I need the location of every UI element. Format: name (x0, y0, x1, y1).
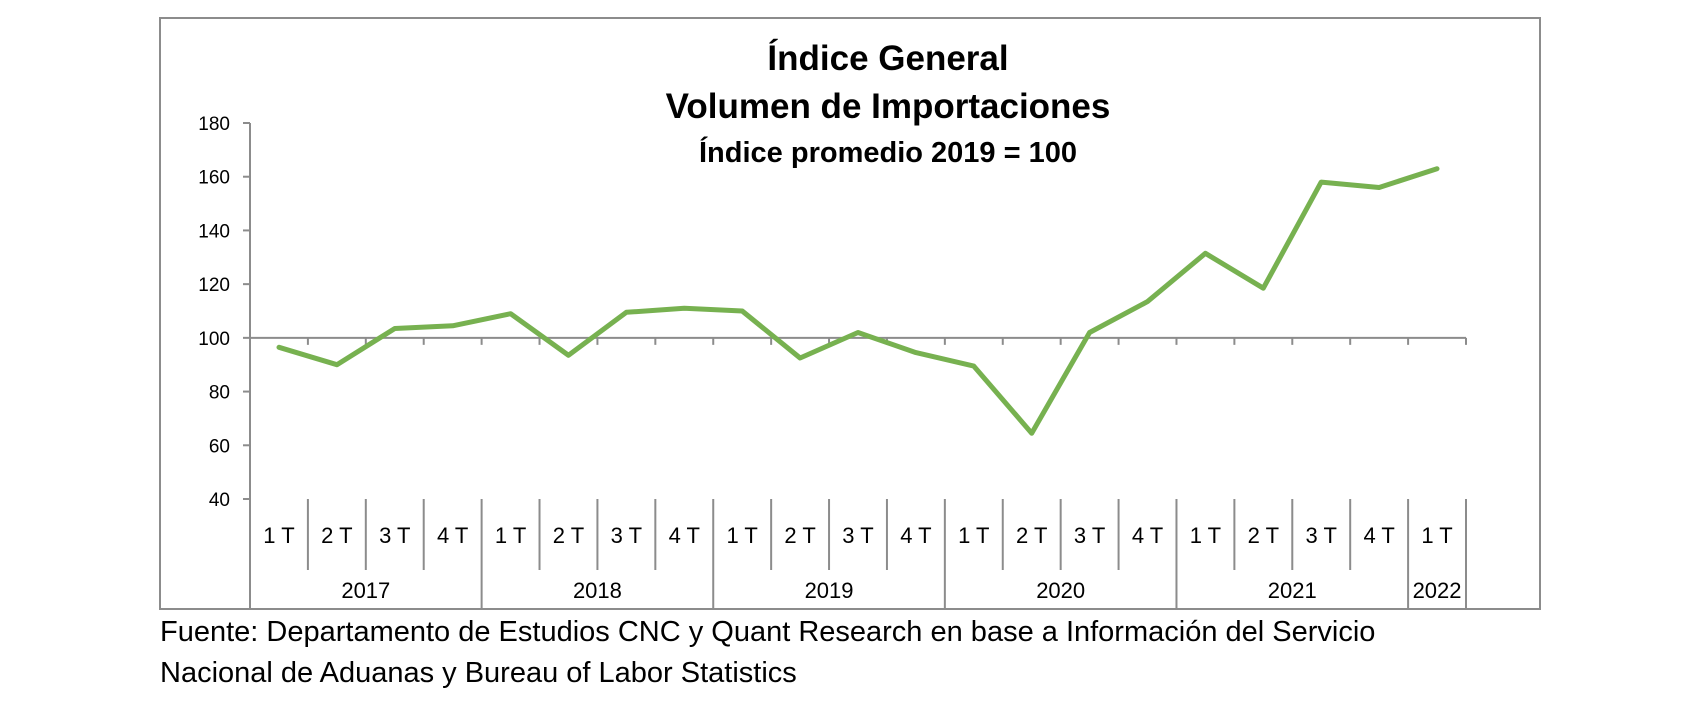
x-category-label: 2 T (1248, 523, 1279, 548)
x-category-label: 4 T (1363, 523, 1394, 548)
x-category-label: 2 T (553, 523, 584, 548)
y-tick-label: 40 (209, 490, 230, 511)
x-category-label: 4 T (1132, 523, 1163, 548)
year-label: 2021 (1268, 578, 1317, 603)
x-category-label: 1 T (1421, 523, 1452, 548)
x-category-label: 3 T (842, 523, 873, 548)
x-category-label: 4 T (437, 523, 468, 548)
x-category-label: 1 T (495, 523, 526, 548)
year-label: 2020 (1036, 578, 1085, 603)
y-tick-label: 140 (198, 221, 230, 242)
chart-subtitle: Volumen de Importaciones (666, 87, 1111, 126)
x-category-label: 3 T (611, 523, 642, 548)
y-tick-labels: 180 160 140 120 100 80 60 40 (198, 114, 230, 511)
y-tick-label: 80 (209, 383, 230, 404)
year-label: 2019 (805, 578, 854, 603)
y-tick-label: 160 (198, 168, 230, 189)
x-category-label: 3 T (1306, 523, 1337, 548)
x-category-label: 1 T (726, 523, 757, 548)
x-category-label: 2 T (321, 523, 352, 548)
x-category-label: 1 T (958, 523, 989, 548)
y-tick-label: 100 (198, 329, 230, 350)
series-line (276, 166, 1440, 436)
chart-subtitle-index: Índice promedio 2019 = 100 (699, 135, 1077, 169)
chart-frame (159, 17, 1541, 610)
x-category-label: 4 T (900, 523, 931, 548)
y-tick-label: 120 (198, 275, 230, 296)
x-category-label: 3 T (379, 523, 410, 548)
x-category-labels: 1 T 2 T 3 T 4 T 1 T 2 T 3 T 4 T 1 T 2 T 3 T 4 T 1 T 2… (263, 523, 1452, 548)
x-year-labels: 2017 2018 2019 2020 2021 2022 (341, 578, 1461, 603)
year-label: 2017 (341, 578, 390, 603)
x-category-label: 4 T (669, 523, 700, 548)
source-note: Fuente: Departamento de Estudios CNC y Q… (160, 612, 1580, 694)
series-group (276, 166, 1440, 436)
x-category-label: 1 T (1190, 523, 1221, 548)
x-category-label: 1 T (263, 523, 294, 548)
x-category-label: 2 T (1016, 523, 1047, 548)
x-category-label: 2 T (784, 523, 815, 548)
year-label: 2022 (1413, 578, 1462, 603)
year-label: 2018 (573, 578, 622, 603)
source-line-2: Nacional de Aduanas y Bureau of Labor St… (160, 657, 797, 689)
y-tick-label: 60 (209, 436, 230, 457)
chart-title: Índice General (767, 38, 1008, 78)
y-tick-label: 180 (198, 114, 230, 135)
x-category-label: 3 T (1074, 523, 1105, 548)
source-line-1: Fuente: Departamento de Estudios CNC y Q… (160, 616, 1376, 648)
axes (243, 122, 1467, 608)
